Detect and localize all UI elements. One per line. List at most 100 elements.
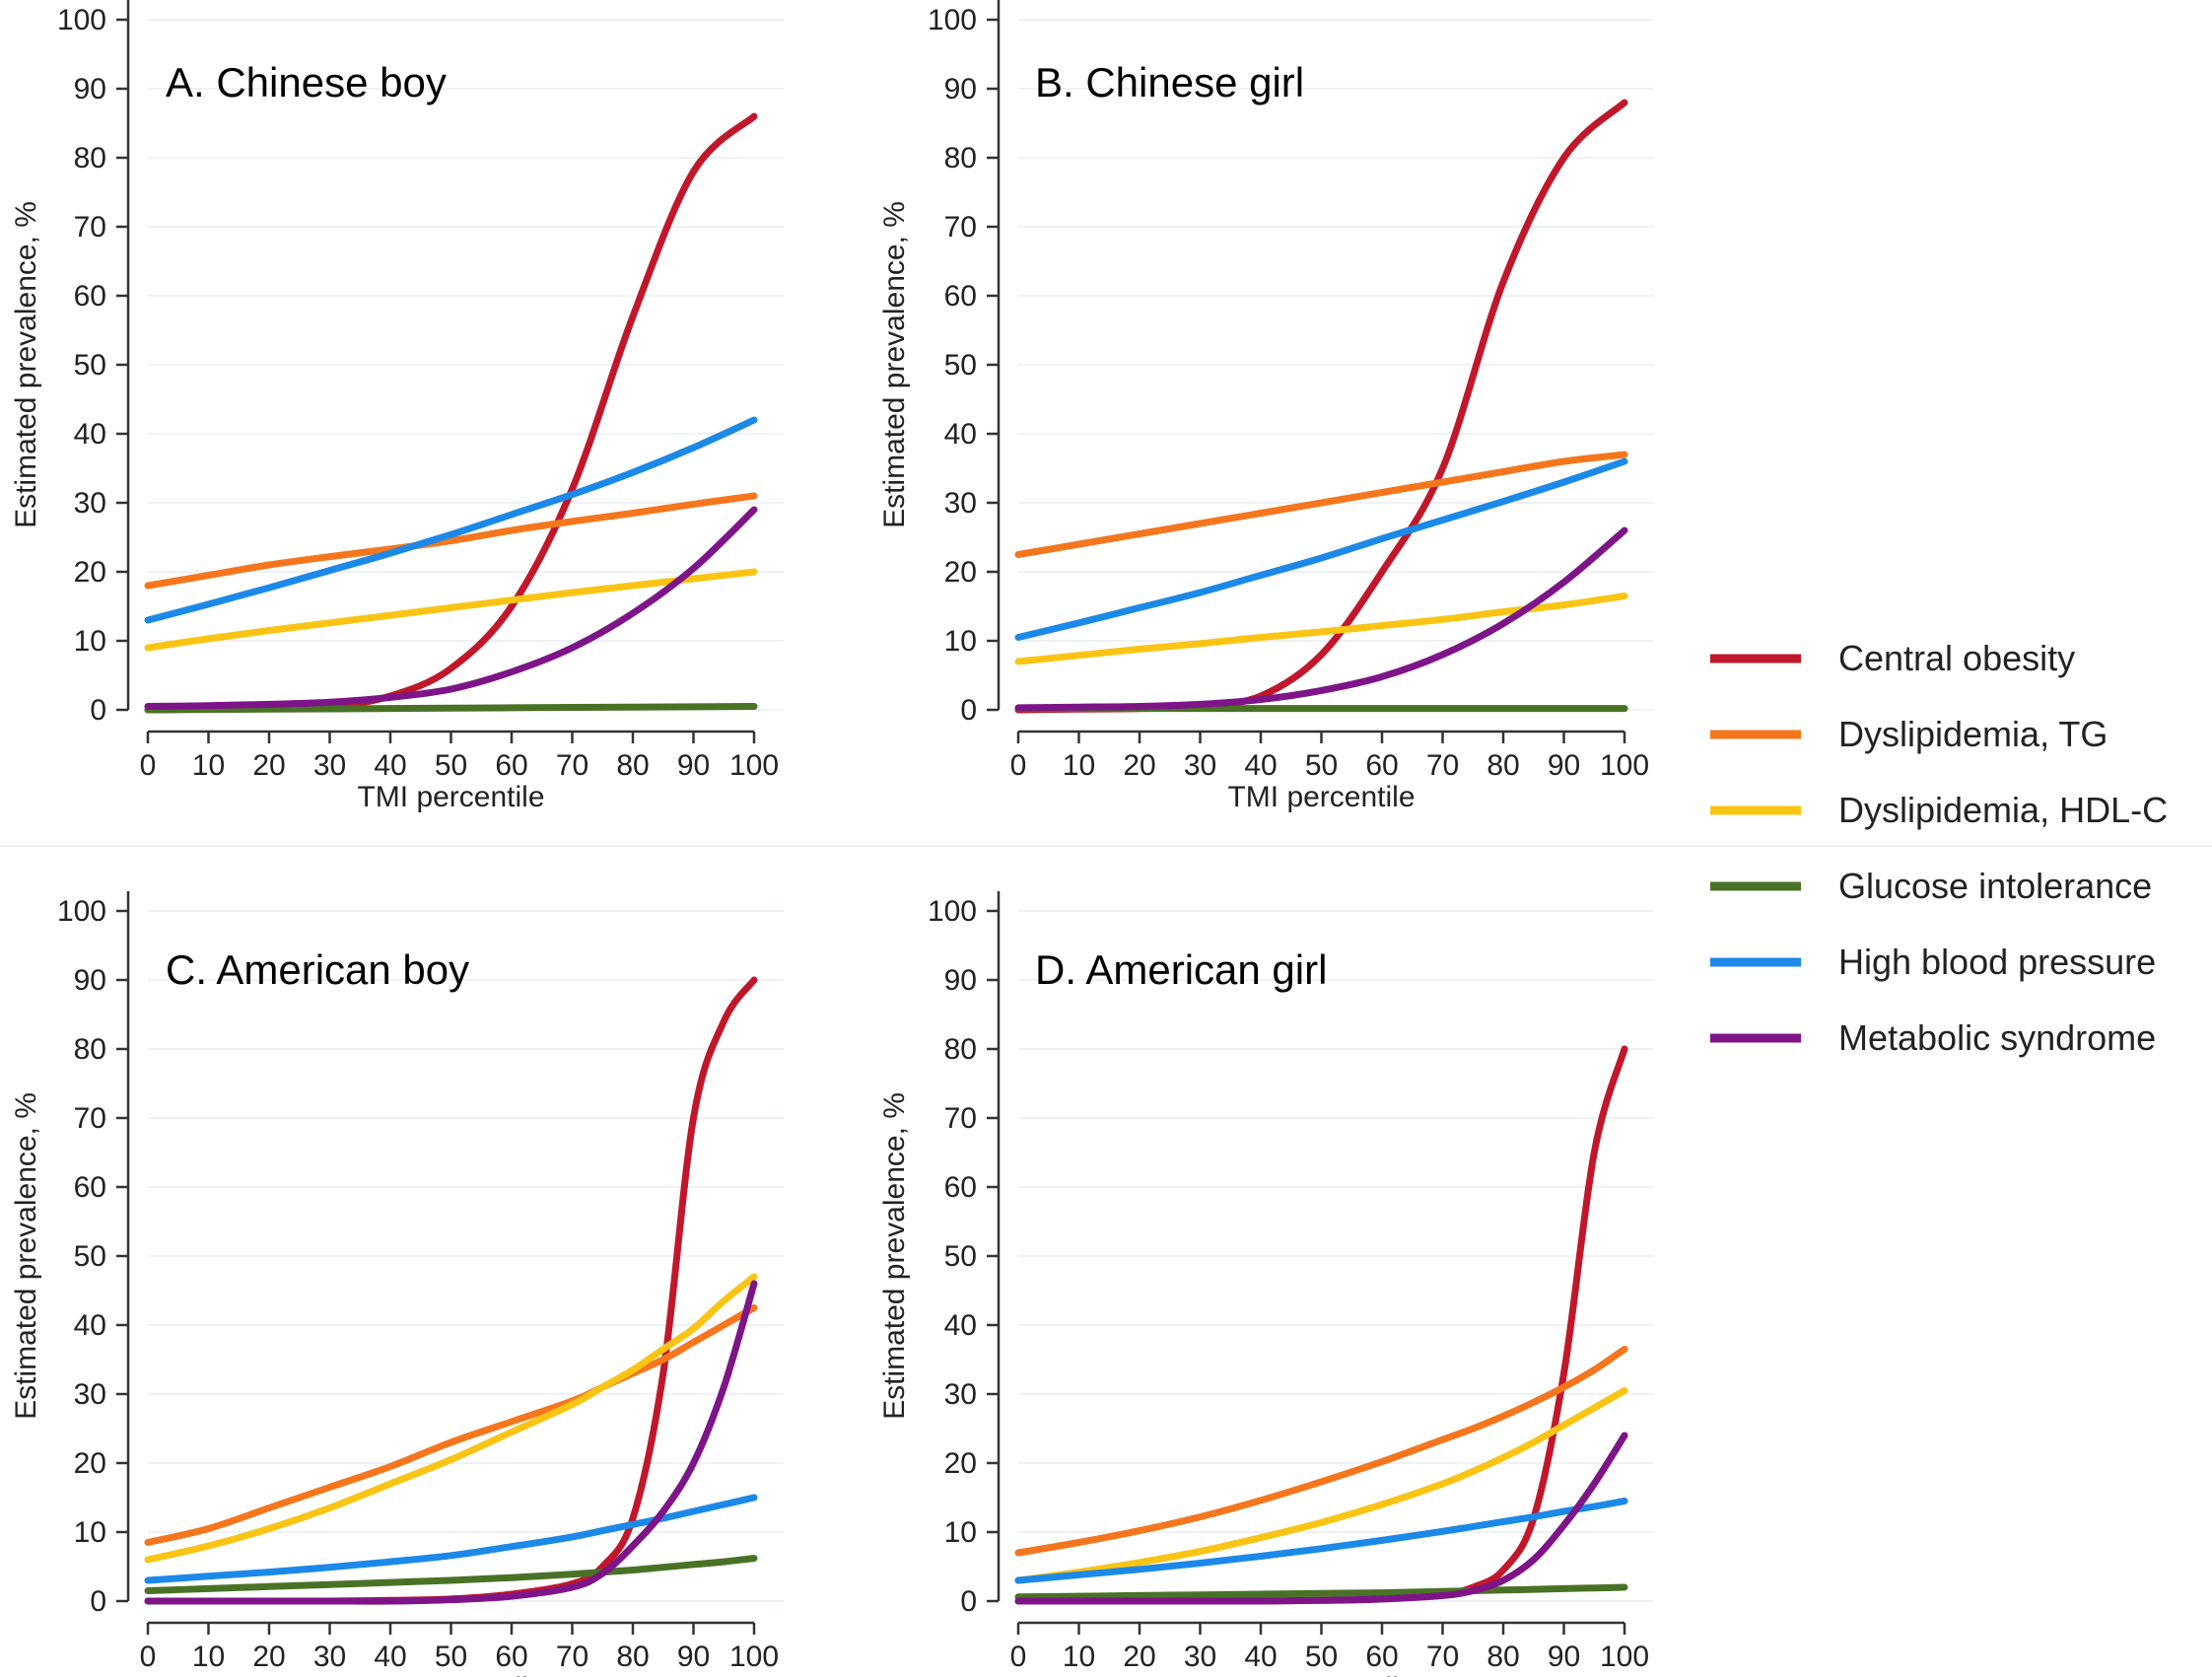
y-tick-label: 90 [944, 964, 977, 997]
y-tick-label: 60 [74, 280, 106, 313]
x-tick-label: 90 [677, 749, 710, 782]
y-tick-label: 80 [74, 1033, 106, 1066]
y-tick-label: 70 [74, 1102, 106, 1135]
series-line-high-blood-pressure [144, 416, 758, 624]
y-tick-label: 70 [74, 211, 106, 244]
legend-label-glucose-intolerance: Glucose intolerance [1838, 866, 2152, 906]
x-tick-label: 40 [374, 1641, 406, 1673]
legend: Central obesity Dyslipidemia, TG Dyslipide… [1710, 638, 2168, 1058]
y-tick-label: 40 [944, 1309, 977, 1342]
y-tick-label: 40 [944, 418, 977, 451]
x-tick-label: 70 [1426, 749, 1459, 782]
chart-panel-1: 0 10 20 30 40 50 60 70 80 90 100 0 10 20 30 40 50 60 70 80 9… [10, 0, 784, 813]
legend-label-dyslipidemia-tg: Dyslipidemia, TG [1838, 714, 2108, 754]
x-tick-label: 0 [1010, 749, 1027, 782]
y-tick-label: 30 [944, 1378, 977, 1411]
x-tick-label: 40 [1244, 1641, 1277, 1673]
y-tick-label: 20 [944, 1447, 977, 1480]
series-line-metabolic-syndrome [144, 1280, 758, 1605]
y-tick-label: 30 [74, 487, 106, 520]
x-tick-label: 60 [495, 1641, 527, 1673]
legend-label-central-obesity: Central obesity [1838, 638, 2075, 678]
y-tick-label: 20 [944, 556, 977, 589]
series-line-dyslipidemia-tg [144, 492, 758, 590]
series-line-dyslipidemia-hdl-c [144, 1273, 758, 1564]
series-line-high-blood-pressure [144, 1494, 758, 1584]
y-tick-label: 10 [944, 625, 977, 658]
y-tick-label: 0 [90, 694, 106, 727]
y-tick-label: 70 [944, 211, 977, 244]
x-tick-label: 100 [729, 749, 779, 782]
x-tick-label: 20 [252, 1641, 285, 1673]
y-axis-title: Estimated prevalence, % [878, 201, 911, 528]
chart-panel-2: 0 10 20 30 40 50 60 70 80 90 100 0 10 20 30 40 50 60 70 80 9… [878, 0, 1654, 813]
series-line-glucose-intolerance [1014, 1583, 1628, 1601]
y-tick-label: 60 [944, 280, 977, 313]
x-tick-label: 30 [313, 749, 346, 782]
y-tick-label: 80 [74, 142, 106, 175]
y-tick-label: 50 [944, 349, 977, 382]
series-line-metabolic-syndrome [1014, 1432, 1628, 1605]
y-tick-label: 50 [74, 1240, 106, 1273]
x-tick-label: 70 [1426, 1641, 1459, 1673]
x-tick-label: 20 [1123, 1641, 1155, 1673]
x-tick-label: 60 [1365, 1641, 1398, 1673]
x-tick-label: 0 [140, 1641, 157, 1673]
y-tick-label: 60 [944, 1171, 977, 1204]
y-tick-label: 30 [74, 1378, 106, 1411]
y-tick-label: 30 [944, 487, 977, 520]
x-tick-label: 20 [1123, 749, 1155, 782]
y-tick-label: 100 [928, 4, 977, 36]
y-tick-label: 80 [944, 142, 977, 175]
x-tick-label: 90 [1548, 749, 1580, 782]
y-tick-label: 90 [944, 73, 977, 105]
y-tick-label: 40 [74, 418, 106, 451]
x-tick-label: 90 [677, 1641, 710, 1673]
x-axis-title: TMI percentile [1227, 781, 1415, 813]
y-tick-label: 50 [74, 349, 106, 382]
series-line-metabolic-syndrome [1014, 526, 1628, 712]
x-axis-title: TMI percentile [357, 781, 544, 813]
x-axis-title: TMI percentile [1227, 1672, 1415, 1677]
y-axis-title: Estimated prevalence, % [10, 201, 42, 528]
series-line-dyslipidemia-hdl-c [144, 568, 758, 652]
x-tick-label: 60 [495, 749, 527, 782]
series-line-dyslipidemia-hdl-c [1014, 1387, 1628, 1584]
legend-label-dyslipidemia-hdl-c: Dyslipidemia, HDL-C [1838, 790, 2168, 830]
x-tick-label: 80 [1486, 749, 1519, 782]
y-tick-label: 70 [944, 1102, 977, 1135]
y-tick-label: 10 [74, 625, 106, 658]
x-axis-title: TMI percentile [357, 1672, 544, 1677]
y-tick-label: 40 [74, 1309, 106, 1342]
y-tick-label: 80 [944, 1033, 977, 1066]
x-tick-label: 40 [1244, 749, 1277, 782]
y-tick-label: 0 [960, 1585, 977, 1618]
series-line-high-blood-pressure [1014, 457, 1628, 641]
series-line-dyslipidemia-tg [144, 1304, 758, 1546]
x-tick-label: 40 [374, 749, 406, 782]
x-tick-label: 80 [616, 749, 649, 782]
x-tick-label: 60 [1365, 749, 1398, 782]
panel-title: B. Chinese girl [1035, 59, 1304, 105]
x-tick-label: 70 [556, 1641, 588, 1673]
y-tick-label: 0 [90, 1585, 106, 1618]
x-tick-label: 100 [1600, 1641, 1649, 1673]
chart-panel-4: 0 10 20 30 40 50 60 70 80 90 100 0 10 20 30 40 50 60 70 80 9… [878, 891, 1654, 1677]
x-tick-label: 10 [1063, 1641, 1095, 1673]
x-tick-label: 30 [1184, 1641, 1216, 1673]
x-tick-label: 10 [192, 749, 225, 782]
y-tick-label: 60 [74, 1171, 106, 1204]
x-tick-label: 70 [556, 749, 588, 782]
x-tick-label: 50 [435, 1641, 467, 1673]
y-tick-label: 20 [74, 556, 106, 589]
x-tick-label: 30 [1184, 749, 1216, 782]
y-tick-label: 100 [57, 895, 106, 928]
y-axis-title: Estimated prevalence, % [878, 1092, 911, 1420]
x-tick-label: 90 [1548, 1641, 1580, 1673]
y-tick-label: 90 [74, 964, 106, 997]
x-tick-label: 30 [313, 1641, 346, 1673]
legend-label-high-blood-pressure: High blood pressure [1838, 942, 2156, 982]
panel-title: D. American girl [1035, 946, 1327, 993]
series-line-central-obesity [144, 112, 758, 714]
